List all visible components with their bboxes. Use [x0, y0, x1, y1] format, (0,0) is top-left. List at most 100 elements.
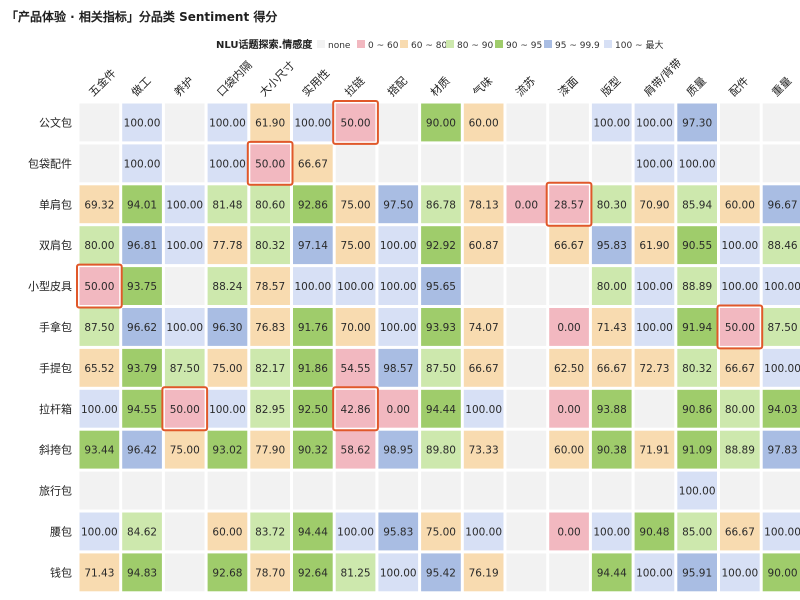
heatmap-cell[interactable]: 90.32 [293, 430, 333, 469]
heatmap-cell[interactable]: 97.30 [677, 103, 717, 142]
heatmap-cell[interactable]: 78.70 [250, 553, 290, 592]
heatmap-cell[interactable]: 80.32 [677, 348, 717, 387]
heatmap-cell[interactable]: 95.83 [591, 226, 632, 265]
heatmap-cell[interactable] [720, 471, 760, 510]
heatmap-cell[interactable]: 60.00 [720, 185, 760, 224]
heatmap-cell[interactable]: 91.09 [677, 430, 717, 469]
heatmap-cell[interactable]: 71.43 [591, 308, 632, 346]
heatmap-cell[interactable]: 60.00 [463, 103, 504, 142]
heatmap-cell[interactable]: 74.07 [463, 308, 504, 346]
heatmap-cell[interactable]: 85.00 [677, 512, 717, 551]
heatmap-cell[interactable] [378, 471, 419, 510]
heatmap-cell[interactable] [164, 471, 205, 510]
heatmap-cell[interactable]: 100.00 [207, 103, 248, 142]
legend-item[interactable]: none [317, 40, 351, 51]
heatmap-cell[interactable] [762, 471, 800, 510]
heatmap-cell[interactable]: 100.00 [207, 144, 248, 183]
heatmap-cell[interactable]: 100.00 [335, 512, 376, 551]
heatmap-cell[interactable]: 93.02 [207, 430, 248, 469]
heatmap-cell[interactable]: 100.00 [463, 512, 504, 551]
heatmap-cell[interactable]: 100.00 [122, 103, 162, 142]
heatmap-cell[interactable] [506, 144, 547, 183]
heatmap-cell[interactable]: 61.90 [634, 226, 675, 265]
heatmap-cell[interactable] [293, 471, 333, 510]
heatmap-cell[interactable]: 98.57 [378, 348, 419, 387]
heatmap-cell[interactable]: 100.00 [378, 267, 419, 305]
heatmap-cell[interactable]: 100.00 [378, 553, 419, 592]
heatmap-cell[interactable]: 90.00 [762, 553, 800, 592]
heatmap-cell[interactable]: 100.00 [293, 267, 333, 305]
heatmap-cell[interactable]: 100.00 [293, 103, 333, 142]
heatmap-cell[interactable]: 75.00 [164, 430, 205, 469]
heatmap-cell[interactable]: 94.44 [591, 553, 632, 592]
heatmap-cell[interactable] [335, 471, 376, 510]
heatmap-cell[interactable]: 81.48 [207, 185, 248, 224]
heatmap-cell[interactable]: 81.25 [335, 553, 376, 592]
heatmap-cell[interactable]: 100.00 [762, 348, 800, 387]
heatmap-cell[interactable]: 100.00 [335, 267, 376, 305]
heatmap-cell[interactable]: 69.32 [79, 185, 120, 224]
heatmap-cell[interactable]: 66.67 [293, 144, 333, 183]
heatmap-cell[interactable]: 77.78 [207, 226, 248, 265]
heatmap-cell[interactable]: 100.00 [677, 471, 717, 510]
heatmap-cell[interactable]: 91.76 [293, 308, 333, 346]
heatmap-cell[interactable]: 70.90 [634, 185, 675, 224]
heatmap-cell[interactable]: 94.01 [122, 185, 162, 224]
heatmap-cell[interactable]: 85.94 [677, 185, 717, 224]
heatmap-cell[interactable]: 80.00 [79, 226, 120, 265]
heatmap-cell[interactable]: 76.19 [463, 553, 504, 592]
heatmap-cell[interactable]: 100.00 [634, 553, 675, 592]
heatmap-cell[interactable]: 66.67 [720, 512, 760, 551]
heatmap-cell[interactable] [421, 471, 461, 510]
heatmap-cell[interactable]: 100.00 [164, 226, 205, 265]
heatmap-cell[interactable] [207, 471, 248, 510]
heatmap-cell[interactable]: 66.67 [591, 348, 632, 387]
heatmap-cell[interactable] [549, 267, 589, 305]
heatmap-cell[interactable]: 94.55 [122, 389, 162, 428]
heatmap-cell[interactable]: 80.60 [250, 185, 290, 224]
heatmap-cell[interactable]: 90.55 [677, 226, 717, 265]
legend-item[interactable]: 80 ~ 90 [446, 40, 493, 51]
heatmap-cell[interactable]: 88.46 [762, 226, 800, 265]
heatmap-cell[interactable]: 54.55 [335, 348, 376, 387]
heatmap-cell[interactable]: 95.65 [421, 267, 461, 305]
heatmap-cell[interactable] [549, 553, 589, 592]
heatmap-cell[interactable]: 58.62 [335, 430, 376, 469]
heatmap-cell[interactable]: 75.00 [207, 348, 248, 387]
heatmap-cell[interactable]: 96.81 [122, 226, 162, 265]
heatmap-cell[interactable]: 84.62 [122, 512, 162, 551]
heatmap-cell[interactable]: 80.32 [250, 226, 290, 265]
heatmap-cell[interactable]: 100.00 [164, 308, 205, 346]
heatmap-cell[interactable]: 97.50 [378, 185, 419, 224]
heatmap-cell[interactable] [463, 471, 504, 510]
heatmap-cell[interactable]: 77.90 [250, 430, 290, 469]
heatmap-cell[interactable]: 50.00 [335, 103, 376, 142]
heatmap-cell[interactable] [506, 103, 547, 142]
heatmap-cell[interactable]: 96.62 [122, 308, 162, 346]
heatmap-cell[interactable]: 92.50 [293, 389, 333, 428]
heatmap-cell[interactable]: 80.30 [591, 185, 632, 224]
heatmap-cell[interactable] [79, 144, 120, 183]
heatmap-cell[interactable]: 88.89 [677, 267, 717, 305]
heatmap-cell[interactable] [762, 144, 800, 183]
heatmap-cell[interactable]: 100.00 [720, 553, 760, 592]
heatmap-cell[interactable]: 66.67 [549, 226, 589, 265]
heatmap-cell[interactable]: 0.00 [549, 389, 589, 428]
heatmap-cell[interactable] [335, 144, 376, 183]
heatmap-cell[interactable] [463, 144, 504, 183]
heatmap-cell[interactable]: 71.91 [634, 430, 675, 469]
heatmap-cell[interactable]: 87.50 [164, 348, 205, 387]
legend-item[interactable]: 95 ~ 99.9 [544, 40, 600, 51]
heatmap-cell[interactable] [634, 389, 675, 428]
heatmap-cell[interactable]: 100.00 [634, 267, 675, 305]
heatmap-cell[interactable]: 0.00 [549, 512, 589, 551]
heatmap-cell[interactable]: 92.64 [293, 553, 333, 592]
heatmap-cell[interactable] [506, 308, 547, 346]
heatmap-cell[interactable] [378, 103, 419, 142]
heatmap-cell[interactable] [506, 226, 547, 265]
heatmap-cell[interactable]: 60.00 [207, 512, 248, 551]
heatmap-cell[interactable] [634, 471, 675, 510]
heatmap-cell[interactable]: 75.00 [421, 512, 461, 551]
heatmap-cell[interactable] [421, 144, 461, 183]
legend-item[interactable]: 90 ~ 95 [495, 40, 542, 51]
